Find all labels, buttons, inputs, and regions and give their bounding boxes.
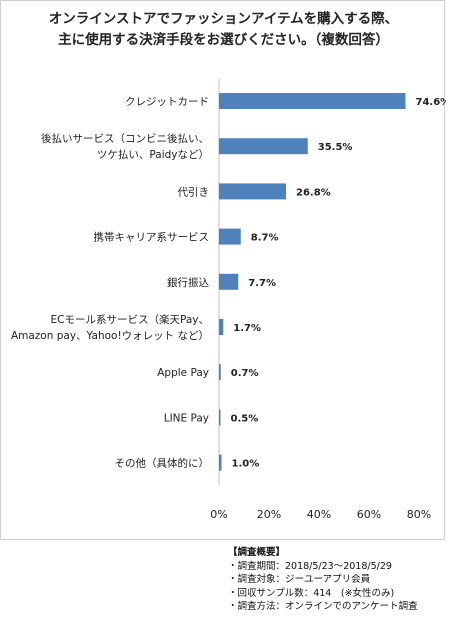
category-label: 後払いサービス（コンビニ後払い、 xyxy=(41,132,209,145)
category-label: 代引き xyxy=(178,185,210,198)
category-label: Amazon pay、Yahoo!ウォレット など） xyxy=(11,330,209,342)
survey-notes-heading: 【調査概要】 xyxy=(228,547,286,558)
category-label: 携帯キャリア系サービス xyxy=(94,231,210,244)
chart-title: オンラインストアでファッションアイテムを購入する際、 主に使用する決済手段をお選… xyxy=(1,9,446,51)
x-tick-label: 20% xyxy=(257,508,281,521)
bar xyxy=(219,454,222,471)
data-label: 7.7% xyxy=(248,278,276,289)
category-label: LINE Pay xyxy=(164,412,209,424)
data-label: 1.7% xyxy=(233,323,261,334)
survey-notes-sample: ・回収サンプル数：414 (※女性のみ) xyxy=(228,587,395,599)
chart-frame: オンラインストアでファッションアイテムを購入する際、 主に使用する決済手段をお選… xyxy=(0,0,446,540)
data-label: 35.5% xyxy=(318,142,353,153)
chart-title-line-2: 主に使用する決済手段をお選びください。（複数回答） xyxy=(58,32,389,48)
category-label: ツケ払い、Paidyなど） xyxy=(97,148,209,161)
bar xyxy=(219,183,286,200)
category-label: 銀行振込 xyxy=(167,276,209,289)
bars-layer: クレジットカード 74.6% 後払いサービス（コンビニ後払い、ツケ払い、Paidyな… xyxy=(11,79,446,521)
category-label: クレジットカード xyxy=(125,96,209,108)
survey-notes-target: ・調査対象：ジーユーアプリ会員 xyxy=(228,574,371,586)
data-label: 74.6% xyxy=(416,97,447,108)
x-tick-label: 40% xyxy=(307,508,331,521)
x-tick-label: 0% xyxy=(210,508,227,521)
category-label: その他（具体的に） xyxy=(115,457,210,470)
data-label: 0.7% xyxy=(231,368,259,379)
bar xyxy=(219,409,221,426)
data-label: 0.5% xyxy=(231,413,259,424)
bar xyxy=(219,138,308,155)
bar xyxy=(219,364,221,381)
survey-notes-period: ・調査期間：2018/5/23～2018/5/29 xyxy=(228,560,392,572)
data-label: 8.7% xyxy=(251,233,279,244)
bar xyxy=(219,228,241,245)
bar xyxy=(219,319,224,335)
x-tick-label: 60% xyxy=(357,508,381,521)
chart-title-line-1: オンラインストアでファッションアイテムを購入する際、 xyxy=(48,11,399,27)
data-label: 26.8% xyxy=(296,187,331,198)
bar-chart: クレジットカード 74.6% 後払いサービス（コンビニ後払い、ツケ払い、Paidyな… xyxy=(11,79,446,521)
data-label: 1.0% xyxy=(232,459,260,470)
category-label: ECモール系サービス（楽天Pay、 xyxy=(51,313,209,326)
survey-notes-method: ・調査方法：オンラインでのアンケート調査 xyxy=(228,601,418,613)
category-label: Apple Pay xyxy=(157,367,209,379)
bar xyxy=(219,273,239,290)
bar xyxy=(219,93,406,109)
survey-notes: 【調査概要】 ・調査期間：2018/5/23～2018/5/29 ・調査対象：ジ… xyxy=(228,546,418,614)
x-tick-label: 80% xyxy=(407,508,431,521)
